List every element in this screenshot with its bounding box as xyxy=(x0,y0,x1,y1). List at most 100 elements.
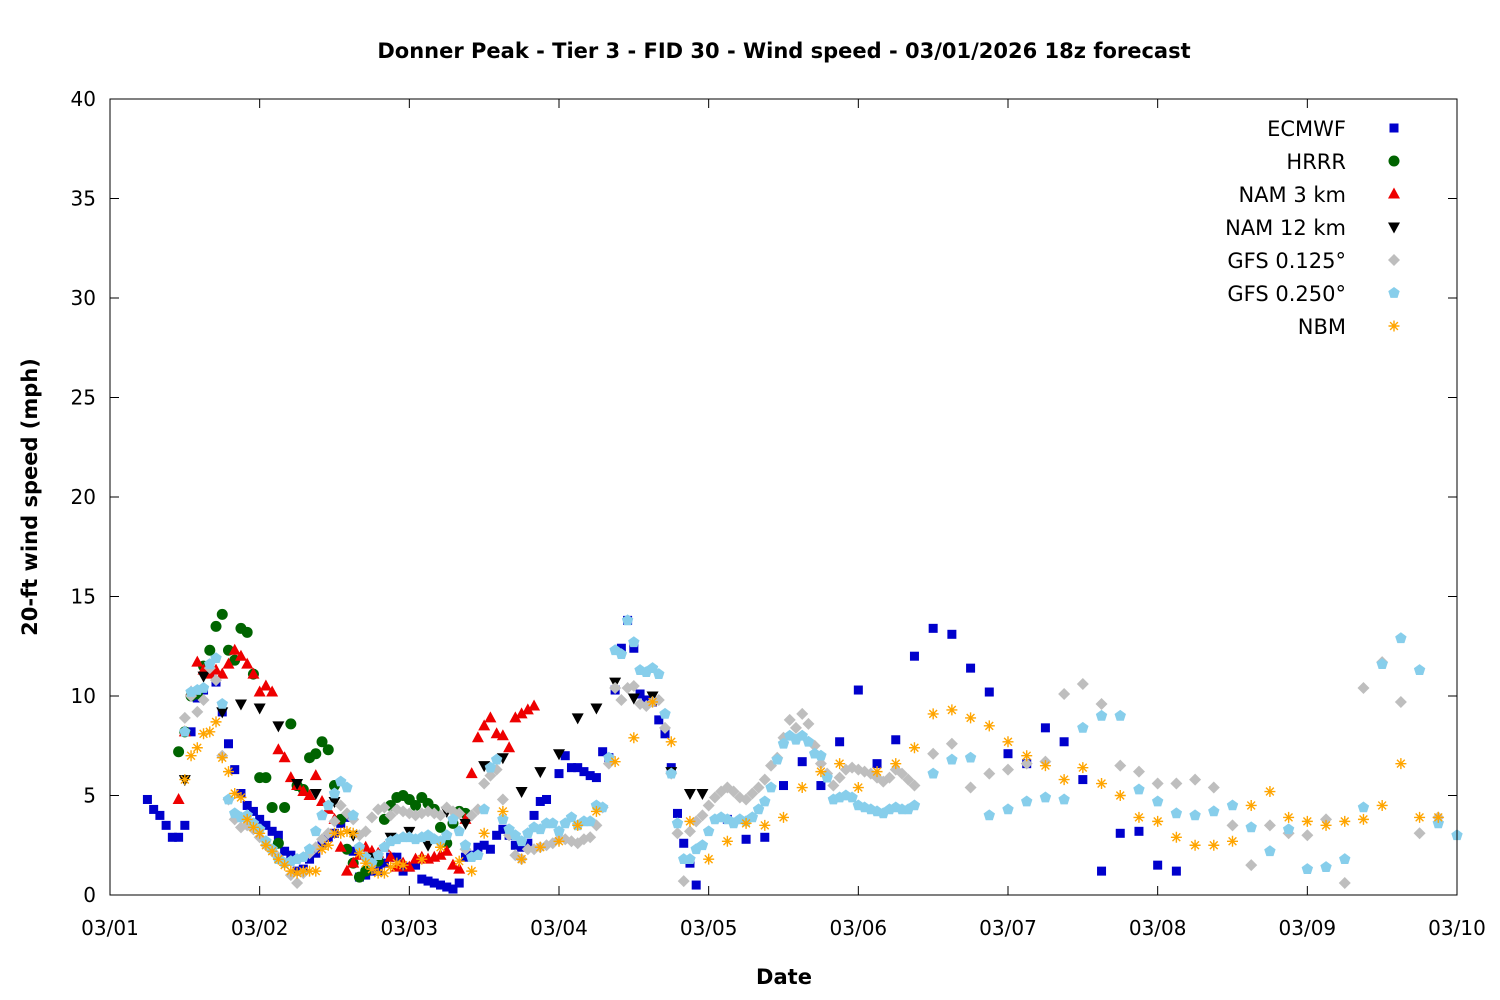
data-point xyxy=(465,809,478,822)
data-point xyxy=(708,791,721,804)
data-point xyxy=(654,715,664,725)
data-point xyxy=(665,736,677,748)
data-point xyxy=(465,767,478,779)
data-point xyxy=(335,775,347,787)
data-point xyxy=(241,813,253,825)
data-point xyxy=(721,835,733,847)
data-point xyxy=(566,763,576,773)
data-point xyxy=(783,713,796,726)
data-point xyxy=(1189,809,1201,821)
data-point xyxy=(242,800,252,810)
data-point xyxy=(946,753,958,765)
data-point xyxy=(1208,839,1220,851)
data-point xyxy=(740,793,753,806)
data-point xyxy=(341,781,353,793)
data-point xyxy=(964,751,977,763)
data-point xyxy=(984,687,994,697)
data-point xyxy=(573,763,583,773)
data-point xyxy=(335,827,347,839)
data-point xyxy=(1226,799,1239,811)
data-point xyxy=(789,721,802,734)
data-point xyxy=(1076,678,1089,691)
data-point xyxy=(365,811,378,824)
legend-label: HRRR xyxy=(1286,150,1346,174)
data-point xyxy=(703,853,715,865)
data-point xyxy=(155,810,165,820)
data-point xyxy=(359,825,372,838)
data-point xyxy=(964,781,977,794)
data-point xyxy=(1227,835,1238,847)
data-point xyxy=(348,846,358,856)
data-point xyxy=(815,749,827,761)
data-point xyxy=(1058,688,1071,701)
data-point xyxy=(1394,695,1407,708)
data-point xyxy=(435,841,447,853)
data-point xyxy=(1245,859,1258,872)
x-tick-label: 03/05 xyxy=(680,916,738,940)
data-point xyxy=(584,815,596,827)
data-point xyxy=(1114,790,1126,801)
data-point xyxy=(198,728,210,740)
data-point xyxy=(1338,877,1351,890)
legend: ECMWF HRRR NAM 3 km NAM 12 km GFS 0.125° GFS … xyxy=(1225,117,1400,339)
data-point xyxy=(534,767,547,779)
data-point xyxy=(490,753,503,765)
data-point xyxy=(852,782,864,794)
data-point xyxy=(535,796,545,806)
data-point xyxy=(328,815,341,828)
data-point xyxy=(222,766,234,778)
data-point xyxy=(1413,827,1426,840)
data-point xyxy=(547,817,559,829)
data-point xyxy=(1432,811,1444,823)
data-point xyxy=(329,827,340,839)
data-point xyxy=(1339,853,1351,865)
data-point xyxy=(665,767,677,779)
data-point xyxy=(584,831,597,844)
data-point xyxy=(347,809,359,821)
data-point xyxy=(890,758,902,770)
data-point xyxy=(1002,763,1014,776)
data-point xyxy=(280,846,290,856)
data-point xyxy=(927,767,939,779)
data-point xyxy=(1132,765,1145,778)
y-tick-label: 0 xyxy=(83,883,96,907)
data-point xyxy=(1058,774,1070,786)
data-point xyxy=(309,769,322,781)
data-point xyxy=(603,751,615,763)
data-point xyxy=(266,845,278,857)
data-point xyxy=(498,824,508,834)
data-point xyxy=(185,750,197,762)
data-point xyxy=(216,667,229,679)
data-point xyxy=(291,867,303,879)
data-point xyxy=(222,657,235,669)
data-point xyxy=(740,817,752,829)
data-point xyxy=(585,771,595,781)
data-point xyxy=(609,756,621,768)
data-point xyxy=(1134,826,1144,836)
data-point xyxy=(410,799,422,811)
data-point xyxy=(1039,760,1051,772)
data-point xyxy=(702,799,715,812)
data-point xyxy=(1171,866,1181,876)
legend-label: NAM 3 km xyxy=(1238,183,1346,207)
data-point xyxy=(1413,664,1426,675)
data-point xyxy=(360,857,372,869)
data-point xyxy=(834,758,846,770)
data-point xyxy=(340,864,353,876)
data-point xyxy=(398,866,408,876)
data-point xyxy=(1357,801,1370,813)
data-point xyxy=(259,679,272,691)
x-tick-label: 03/07 xyxy=(979,916,1037,940)
data-point xyxy=(628,732,640,744)
series-nbm xyxy=(179,696,1444,879)
data-point xyxy=(179,725,191,737)
data-point xyxy=(746,787,759,800)
data-point xyxy=(627,693,640,705)
data-point xyxy=(347,827,359,839)
data-point xyxy=(459,839,472,851)
data-point xyxy=(542,794,552,804)
data-point xyxy=(149,804,159,814)
data-point xyxy=(472,849,484,861)
data-point xyxy=(267,826,277,836)
data-point xyxy=(266,685,279,697)
